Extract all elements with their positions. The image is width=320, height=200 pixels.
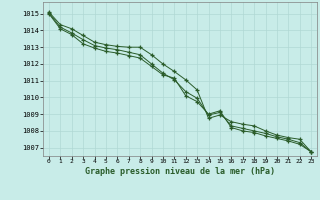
X-axis label: Graphe pression niveau de la mer (hPa): Graphe pression niveau de la mer (hPa) — [85, 167, 275, 176]
